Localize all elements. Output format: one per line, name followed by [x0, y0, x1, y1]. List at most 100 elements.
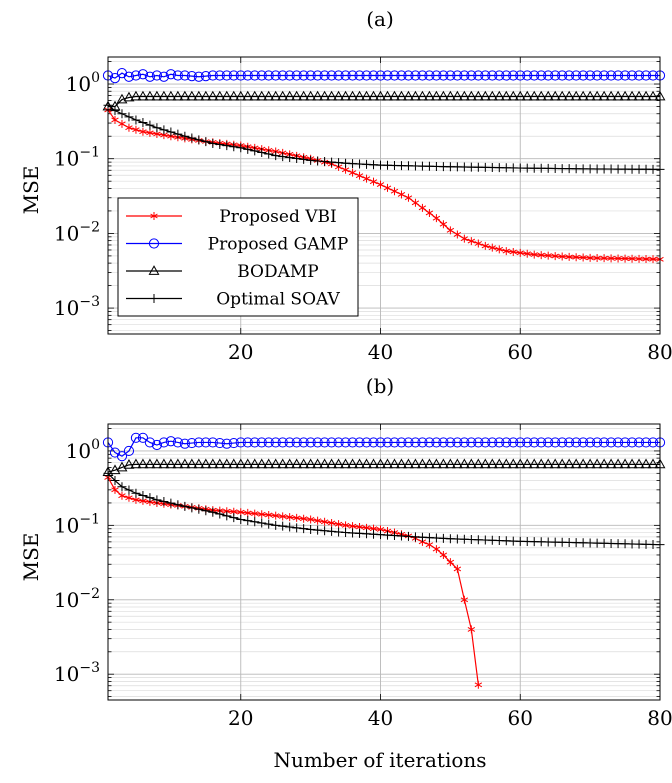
data-point — [521, 458, 533, 469]
data-point — [263, 90, 275, 101]
data-point — [305, 90, 317, 101]
data-point — [647, 70, 659, 81]
data-point — [467, 625, 476, 634]
legend-marker — [148, 238, 160, 249]
data-point — [151, 90, 163, 101]
data-point — [172, 437, 183, 448]
data-point — [278, 152, 288, 162]
data-point — [292, 513, 301, 522]
data-point — [536, 70, 547, 81]
data-point — [438, 70, 449, 81]
data-point — [313, 525, 323, 535]
data-point — [550, 70, 561, 81]
data-point — [152, 495, 162, 505]
data-point — [137, 432, 149, 443]
legend-box — [117, 197, 359, 317]
data-point — [633, 458, 645, 469]
data-point — [347, 437, 358, 448]
data-point — [417, 437, 428, 448]
data-point — [425, 208, 434, 217]
data-point — [320, 526, 330, 536]
data-point — [340, 437, 351, 448]
data-point — [228, 70, 239, 81]
data-point — [585, 437, 596, 448]
data-point — [556, 458, 568, 469]
data-point — [305, 70, 316, 81]
data-point — [214, 437, 225, 449]
data-point — [487, 437, 498, 448]
data-point — [319, 437, 330, 448]
data-point — [347, 458, 359, 469]
data-point — [571, 437, 582, 448]
data-point — [354, 458, 365, 469]
data-point — [486, 458, 498, 469]
data-point — [242, 437, 253, 448]
data-point — [256, 90, 268, 101]
data-point — [514, 90, 526, 101]
data-point — [579, 253, 587, 262]
data-point — [423, 90, 435, 101]
data-point — [313, 156, 323, 166]
data-point — [535, 458, 547, 469]
data-point — [180, 501, 190, 511]
data-point — [123, 71, 135, 82]
data-point — [465, 90, 477, 101]
data-point — [186, 437, 197, 449]
data-point — [410, 437, 421, 448]
data-point — [536, 437, 547, 448]
data-point — [515, 70, 526, 81]
data-point — [563, 90, 575, 101]
data-point — [522, 70, 533, 81]
y-tick-label: 10−2 — [54, 219, 100, 245]
data-point — [390, 187, 399, 196]
data-point — [383, 183, 392, 192]
data-point — [368, 90, 379, 101]
data-point — [270, 458, 282, 469]
panel-1-grid — [108, 424, 661, 700]
data-point — [235, 70, 246, 81]
data-point — [250, 517, 260, 527]
data-point — [123, 91, 135, 102]
data-point — [200, 90, 212, 101]
data-point — [180, 131, 190, 141]
data-point — [612, 458, 624, 469]
data-point — [319, 90, 331, 101]
series-optimal-soav — [103, 100, 665, 174]
data-point — [626, 90, 638, 101]
data-point — [515, 437, 526, 448]
data-point — [437, 90, 449, 101]
data-point — [327, 157, 337, 167]
data-point — [237, 508, 245, 517]
data-point — [640, 437, 652, 448]
data-point — [599, 70, 610, 81]
data-point — [215, 140, 225, 150]
data-point — [466, 437, 477, 448]
data-point — [165, 458, 177, 469]
data-point — [292, 523, 302, 533]
data-point — [375, 90, 386, 101]
data-point — [305, 458, 317, 469]
data-point — [507, 90, 519, 101]
data-point — [242, 458, 254, 469]
data-point — [549, 458, 561, 469]
data-point — [445, 70, 456, 81]
data-point — [221, 90, 233, 101]
data-point — [333, 90, 345, 101]
data-point — [145, 493, 155, 503]
data-point — [278, 521, 288, 531]
data-point — [369, 177, 378, 186]
data-point — [243, 516, 253, 526]
data-point — [137, 458, 149, 469]
data-point — [479, 90, 491, 101]
x-tick-label: 60 — [508, 340, 533, 364]
data-point — [200, 458, 212, 469]
series-proposed-vbi — [104, 473, 483, 689]
y-tick-label: 100 — [66, 70, 100, 96]
data-point — [523, 249, 531, 258]
data-point — [214, 458, 226, 469]
data-point — [291, 458, 303, 469]
data-point — [214, 70, 225, 81]
data-point — [543, 437, 554, 448]
data-point — [487, 70, 498, 81]
data-point — [430, 458, 442, 469]
